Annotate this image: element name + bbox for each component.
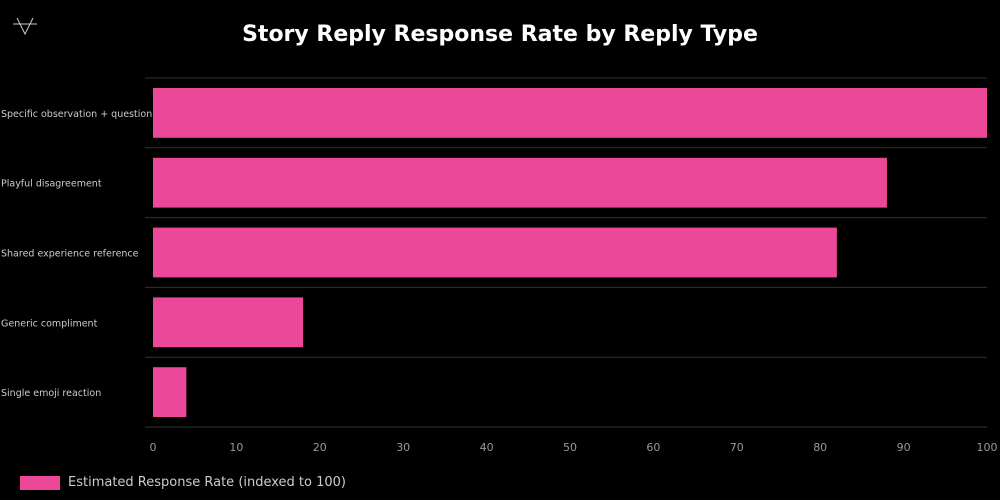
bar — [153, 297, 304, 348]
x-tick-label: 100 — [977, 441, 998, 454]
x-tick-label: 20 — [313, 441, 327, 454]
x-tick-label: 10 — [229, 441, 243, 454]
bar-chart: Specific observation + question Playful d… — [1, 77, 998, 454]
category-label: Single emoji reaction — [1, 388, 101, 399]
legend-swatch — [20, 475, 60, 490]
legend-label: Estimated Response Rate (indexed to 100) — [68, 475, 347, 490]
x-tick-label: 50 — [563, 441, 577, 454]
triangle-logo-icon — [12, 16, 38, 42]
bar — [153, 227, 837, 278]
x-tick-label: 90 — [897, 441, 911, 454]
x-tick-label: 0 — [150, 441, 157, 454]
bar — [153, 367, 187, 417]
category-label: Playful disagreement — [1, 179, 102, 190]
legend: Estimated Response Rate (indexed to 100) — [20, 475, 346, 490]
x-tick-label: 70 — [730, 441, 744, 454]
category-label: Shared experience reference — [1, 249, 139, 260]
x-tick-label: 40 — [480, 441, 494, 454]
category-label: Generic compliment — [1, 318, 98, 329]
bar — [153, 88, 987, 138]
chart-title: Story Reply Response Rate by Reply Type — [242, 22, 758, 47]
x-tick-label: 80 — [813, 441, 827, 454]
bar — [153, 157, 887, 208]
category-label: Specific observation + question — [1, 109, 152, 120]
x-tick-label: 30 — [396, 441, 410, 454]
x-tick-label: 60 — [646, 441, 660, 454]
